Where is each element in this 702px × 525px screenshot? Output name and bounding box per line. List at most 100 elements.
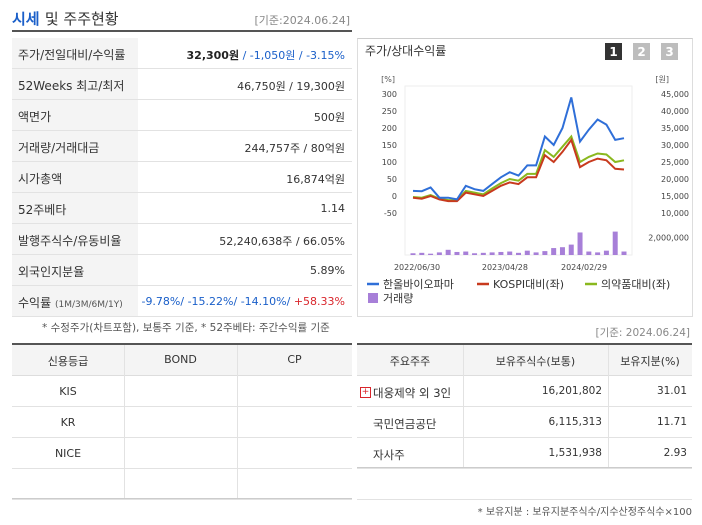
volume-bar xyxy=(551,248,557,255)
volume-bar xyxy=(542,251,548,255)
label-cell xyxy=(12,69,138,100)
value-cell xyxy=(138,193,352,224)
row-label-text: 52주베타 xyxy=(18,203,67,217)
value-cell xyxy=(138,131,352,162)
holder-ratio: 2.93 xyxy=(663,447,687,459)
y-tick-label: 300 xyxy=(382,90,397,99)
range-button-bg xyxy=(633,43,650,60)
volume-bar xyxy=(603,250,609,255)
range-button[interactable]: 1 xyxy=(609,45,617,59)
row-label-text: 주가/전일대비/수익률 xyxy=(18,48,126,62)
value-cell xyxy=(138,224,352,255)
header-date: [기준:2024.06.24] xyxy=(254,14,350,27)
y-tick-label: 100 xyxy=(382,158,397,167)
row-label-note: (1M/3M/6M/1Y) xyxy=(54,300,123,310)
title-rest: 및 주주현황 xyxy=(44,10,119,28)
table-header: 주요주주 xyxy=(389,355,431,368)
value-part: 32,300원 xyxy=(186,49,240,62)
value-text: 1.14 xyxy=(320,202,346,215)
volume-bar xyxy=(568,244,574,255)
value-cell xyxy=(138,38,352,69)
table-header-bg xyxy=(12,345,352,376)
value-text: 244,757주 / 80억원 xyxy=(244,142,345,155)
quote-note: * 수정주가(차트포함), 보통주 기준, * 52주베타: 주간수익률 기준 xyxy=(42,322,330,334)
y2-tick-label: 10,000 xyxy=(661,209,689,218)
label-cell xyxy=(12,100,138,131)
holder-name: 국민연금공단 xyxy=(373,417,437,431)
row-value: 500원 xyxy=(314,109,345,125)
label-cell xyxy=(12,224,138,255)
title-main: 시세 xyxy=(12,10,40,28)
volume-bar xyxy=(480,252,486,255)
value-cell xyxy=(138,255,352,286)
y-tick-label: 50 xyxy=(387,175,397,184)
expand-icon[interactable]: + xyxy=(360,387,371,398)
legend-label: 거래량 xyxy=(383,292,413,305)
value-part: -9.78%/ -15.22%/ -14.10%/ xyxy=(141,295,294,308)
value-cell xyxy=(138,162,352,193)
table-row-rule xyxy=(357,499,692,500)
holder-ratio: 31.01 xyxy=(656,385,687,397)
table-header: CP xyxy=(287,353,302,366)
y-tick-label: 250 xyxy=(382,107,397,116)
x-tick-label: 2022/06/30 xyxy=(394,263,440,272)
volume-bar xyxy=(436,252,442,255)
volume-bar xyxy=(586,251,592,255)
header-title: 시세 및 주주현황 xyxy=(12,8,119,29)
label-cell xyxy=(12,131,138,162)
chart: 주가/상대수익률 1 2 3 [%] [원] -50 0 50 100 150 200 250 300 10… xyxy=(365,43,689,305)
row-label: 액면가 xyxy=(18,108,51,125)
plot-frame xyxy=(404,85,633,256)
volume-bar xyxy=(472,253,478,255)
volume-bar xyxy=(595,252,601,255)
credit-cell: KR xyxy=(60,416,76,429)
volume-bar xyxy=(507,251,513,255)
table-col-rule xyxy=(608,345,609,469)
row-value: 16,874억원 xyxy=(286,171,345,187)
row-label-text: 수익률 xyxy=(18,296,52,310)
range-button[interactable]: 3 xyxy=(665,45,673,59)
row-label-text: 외국인지분율 xyxy=(18,265,85,279)
volume-bar xyxy=(577,232,583,255)
y-tick-label: 150 xyxy=(382,141,397,150)
table-col-rule xyxy=(237,345,238,500)
row-value: 52,240,638주 / 66.05% xyxy=(219,233,345,249)
table-top-rule xyxy=(12,343,352,345)
row-label-text: 52Weeks 최고/최저 xyxy=(18,79,125,93)
table-row-rule xyxy=(357,437,692,438)
row-label: 52주베타 xyxy=(18,201,66,218)
holder-shares: 16,201,802 xyxy=(541,385,602,397)
value-cell xyxy=(138,286,352,317)
series-line xyxy=(412,97,625,201)
value-text: 5.89% xyxy=(310,264,345,277)
table-row-rule xyxy=(12,437,352,438)
y-tick-label: -50 xyxy=(384,209,397,218)
table-header: 보유지분(%) xyxy=(620,355,680,368)
value-text: 500원 xyxy=(313,111,345,124)
volume-bar xyxy=(516,252,521,255)
holders-bottom-rule xyxy=(357,467,692,468)
volume-bar xyxy=(533,252,539,255)
row-label: 발행주식수/유동비율 xyxy=(18,232,121,249)
row-label: 수익률 (1M/3M/6M/1Y) xyxy=(18,294,123,311)
value-text: 46,750원 / 19,300원 xyxy=(237,80,345,93)
row-value: -9.78%/ -15.22%/ -14.10%/ +58.33% xyxy=(141,295,345,308)
range-button[interactable]: 2 xyxy=(637,45,645,59)
bottom-date: [기준: 2024.06.24] xyxy=(595,327,690,339)
label-cell xyxy=(12,38,138,69)
row-label-text: 발행주식수/유동비율 xyxy=(18,234,122,248)
series-line xyxy=(412,134,625,202)
table-col-rule xyxy=(463,345,464,469)
legend-label: KOSPI대비(좌) xyxy=(493,278,564,291)
table-row-rule xyxy=(12,468,352,469)
credit-cell: NICE xyxy=(54,447,82,460)
volume-bar xyxy=(489,252,495,255)
holder-name: 대웅제약 외 3인 xyxy=(373,386,452,400)
volume-bar xyxy=(498,251,504,255)
volume-bar xyxy=(454,251,460,255)
y-tick-label: 200 xyxy=(382,124,397,133)
volume-tick-label: 2,000,000 xyxy=(648,234,689,243)
chart-title: 주가/상대수익률 xyxy=(365,44,446,58)
row-label-text: 거래량/거래대금 xyxy=(18,141,100,155)
